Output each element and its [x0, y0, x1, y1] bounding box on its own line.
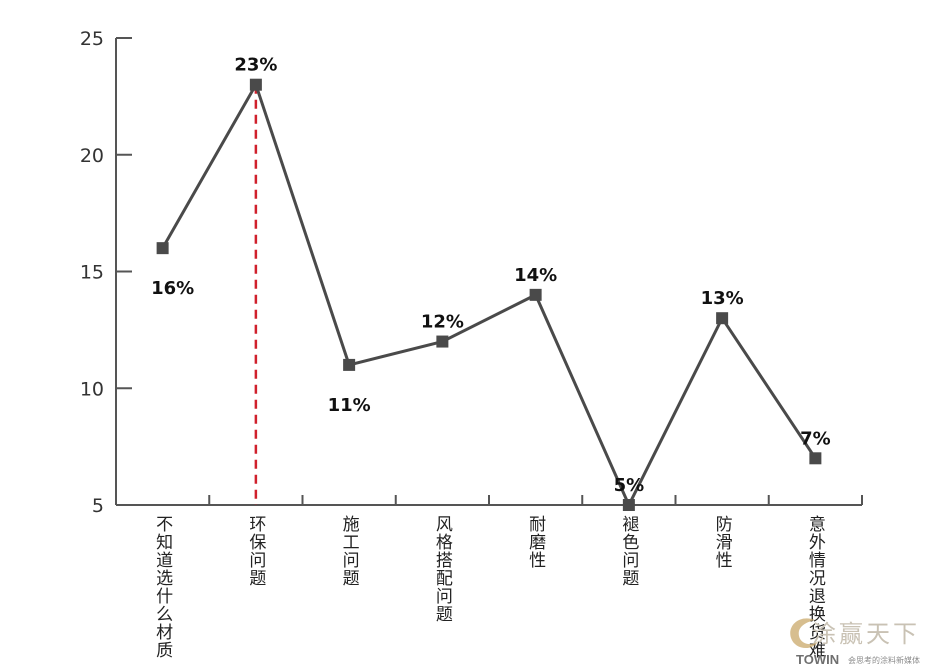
data-label: 13%	[701, 288, 744, 309]
data-point	[156, 242, 169, 255]
data-point	[249, 78, 262, 91]
y-tick-label: 20	[80, 145, 104, 167]
swirl-logo-icon	[790, 618, 819, 649]
data-point	[622, 499, 635, 511]
data-label: 14%	[514, 265, 557, 286]
y-tick-label: 5	[92, 495, 104, 517]
y-tick-label: 15	[80, 262, 104, 284]
x-category-label: 施工问题	[343, 515, 360, 589]
x-category-label: 风格搭配问题	[436, 515, 453, 625]
data-point	[716, 312, 729, 325]
data-point	[436, 335, 449, 348]
data-label: 11%	[328, 395, 371, 416]
watermark-logo	[785, 612, 945, 670]
x-category-label: 褪色问题	[622, 515, 639, 589]
x-category-label: 耐磨性	[529, 515, 546, 571]
data-point	[343, 358, 356, 371]
x-category-label: 防滑性	[716, 515, 733, 571]
data-label: 23%	[234, 55, 277, 76]
x-category-label: 环保问题	[249, 515, 266, 589]
data-point	[529, 288, 542, 301]
x-category-label: 不知道选什么材质	[156, 515, 173, 661]
data-label: 16%	[151, 278, 194, 299]
series-line	[161, 81, 817, 509]
data-label: 5%	[614, 475, 645, 496]
y-tick-label: 10	[80, 378, 104, 400]
data-label: 12%	[421, 312, 464, 333]
data-point	[809, 452, 822, 465]
watermark-slogan: 会思考的涂料新媒体	[848, 656, 920, 665]
data-label: 7%	[800, 428, 831, 449]
y-tick-label: 25	[80, 28, 104, 50]
watermark-brand: TOWIN	[796, 652, 840, 667]
watermark-name: 涂赢天下	[812, 620, 920, 648]
